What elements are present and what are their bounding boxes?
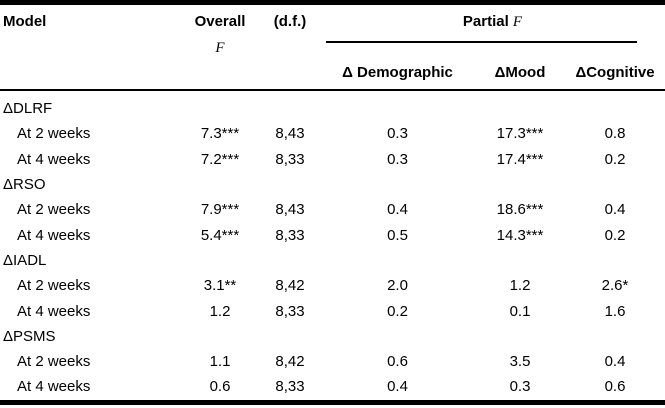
column-header-partial-f: Partial F	[320, 13, 665, 31]
model-cell: At 4 weeks	[17, 302, 91, 320]
cognitive-cell: 1.6	[604, 302, 626, 320]
cognitive-cell: 0.2	[604, 226, 626, 244]
model-cell: At 4 weeks	[17, 150, 91, 168]
cognitive-cell: 0.8	[604, 125, 626, 143]
mood-cell: 3.5	[509, 353, 531, 371]
overall-f-cell: 7.9***	[200, 201, 240, 219]
column-header-df: (d.f.)	[273, 13, 307, 30]
partial-f-symbol: F	[512, 14, 523, 30]
model-cell: At 4 weeks	[17, 226, 91, 244]
column-header-model: Model	[3, 13, 47, 30]
partial-f-spanner-rule	[326, 41, 637, 43]
table-row: At 4 weeks 7.2*** 8,33 0.3 17.4*** 0.2	[0, 147, 665, 172]
mood-cell: 18.6***	[496, 201, 544, 219]
mood-cell: 0.1	[509, 302, 531, 320]
section-label: ΔDLRF	[3, 100, 53, 118]
demographic-cell: 0.4	[387, 201, 408, 219]
section-label: ΔIADL	[3, 251, 47, 269]
demographic-cell: 0.6	[387, 353, 408, 371]
model-cell: At 2 weeks	[17, 125, 91, 143]
table-row: At 4 weeks 0.6 8,33 0.4 0.3 0.6	[0, 374, 665, 399]
demographic-cell: 0.5	[387, 226, 408, 244]
section-row-rso: ΔRSO	[0, 172, 665, 197]
header-rule	[0, 89, 665, 91]
section-row-psms: ΔPSMS	[0, 324, 665, 349]
table-body: ΔDLRF At 2 weeks 7.3*** 8,43 0.3 17.3***…	[0, 96, 665, 400]
df-cell: 8,33	[275, 302, 305, 320]
overall-f-cell: 0.6	[209, 378, 231, 396]
mood-cell: 17.4***	[496, 150, 544, 168]
section-row-iadl: ΔIADL	[0, 248, 665, 273]
cognitive-cell: 0.6	[604, 378, 626, 396]
table-row: At 4 weeks 1.2 8,33 0.2 0.1 1.6	[0, 298, 665, 323]
demographic-cell: 0.2	[387, 302, 408, 320]
model-cell: At 2 weeks	[17, 353, 91, 371]
table-row: At 4 weeks 5.4*** 8,33 0.5 14.3*** 0.2	[0, 222, 665, 247]
model-cell: At 2 weeks	[17, 201, 91, 219]
df-cell: 8,33	[275, 150, 305, 168]
model-cell: At 2 weeks	[17, 277, 91, 295]
section-label: ΔRSO	[3, 176, 46, 194]
demographic-cell: 0.3	[387, 150, 408, 168]
table-row: At 2 weeks 7.9*** 8,43 0.4 18.6*** 0.4	[0, 197, 665, 222]
table-row: At 2 weeks 1.1 8,42 0.6 3.5 0.4	[0, 349, 665, 374]
column-header-overall: Overall	[194, 13, 246, 30]
cognitive-cell: 0.4	[604, 353, 626, 371]
overall-f-cell: 7.2***	[200, 150, 240, 168]
column-header-overall-f: F	[215, 40, 225, 56]
cognitive-cell: 0.4	[604, 201, 626, 219]
df-cell: 8,33	[275, 378, 305, 396]
section-row-dlrf: ΔDLRF	[0, 96, 665, 121]
column-header-cognitive: ΔCognitive	[575, 64, 655, 81]
df-cell: 8,33	[275, 226, 305, 244]
overall-f-cell: 1.2	[209, 302, 231, 320]
section-label: ΔPSMS	[3, 327, 56, 345]
column-header-mood: ΔMood	[494, 64, 546, 81]
model-cell: At 4 weeks	[17, 378, 91, 396]
column-header-demographic: Δ Demographic	[342, 64, 453, 81]
demographic-cell: 0.4	[387, 378, 408, 396]
overall-f-cell: 7.3***	[200, 125, 240, 143]
df-cell: 8,43	[275, 125, 305, 143]
df-cell: 8,43	[275, 201, 305, 219]
top-rule	[0, 0, 665, 5]
mood-cell: 14.3***	[496, 226, 544, 244]
demographic-cell: 0.3	[387, 125, 408, 143]
partial-label: Partial	[462, 13, 509, 30]
df-cell: 8,42	[275, 277, 305, 295]
overall-f-cell: 5.4***	[200, 226, 240, 244]
overall-f-cell: 3.1**	[203, 277, 237, 295]
table-row: At 2 weeks 7.3*** 8,43 0.3 17.3*** 0.8	[0, 121, 665, 146]
df-cell: 8,42	[275, 353, 305, 371]
cognitive-cell: 0.2	[604, 150, 626, 168]
cognitive-cell: 2.6*	[601, 277, 629, 295]
bottom-rule	[0, 400, 665, 405]
mood-cell: 0.3	[509, 378, 531, 396]
mood-cell: 17.3***	[496, 125, 544, 143]
table-row: At 2 weeks 3.1** 8,42 2.0 1.2 2.6*	[0, 273, 665, 298]
demographic-cell: 2.0	[387, 277, 408, 295]
overall-f-cell: 1.1	[209, 353, 231, 371]
mood-cell: 1.2	[509, 277, 531, 295]
